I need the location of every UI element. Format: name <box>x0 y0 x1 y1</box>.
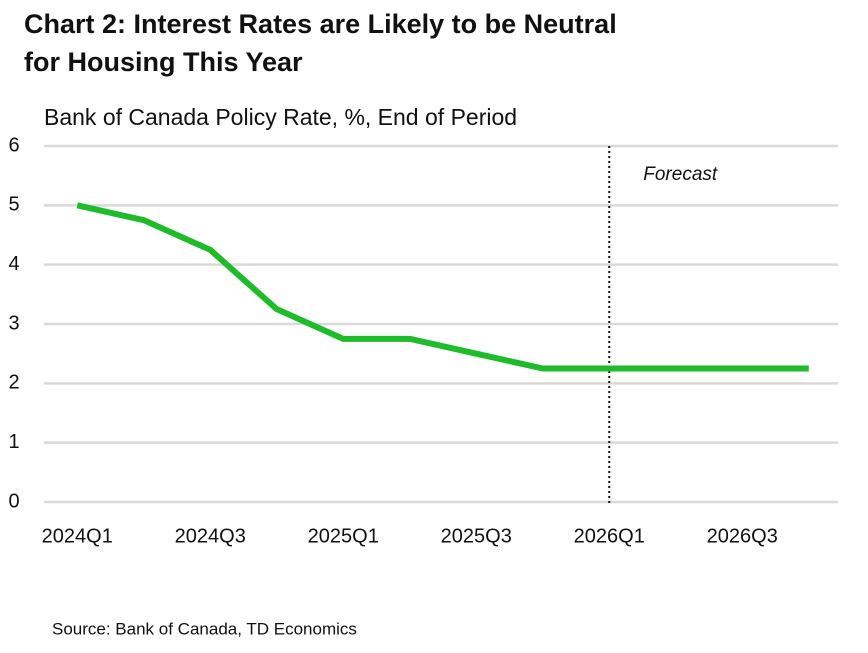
x-tick-label: 2024Q3 <box>175 525 246 547</box>
source-note: Source: Bank of Canada, TD Economics <box>52 619 357 638</box>
chart-title: for Housing This Year <box>24 47 303 77</box>
chart-subtitle: Bank of Canada Policy Rate, %, End of Pe… <box>44 104 517 130</box>
y-tick-label: 5 <box>8 194 19 216</box>
forecast-annotation: Forecast <box>643 164 718 185</box>
x-tick-label: 2025Q1 <box>308 525 379 547</box>
x-tick-label: 2025Q3 <box>441 525 512 547</box>
chart-title: Chart 2: Interest Rates are Likely to be… <box>24 9 617 39</box>
series-line <box>76 202 809 372</box>
y-tick-label: 1 <box>8 431 19 453</box>
y-tick-label: 3 <box>8 312 19 334</box>
y-tick-label: 0 <box>8 490 19 512</box>
x-tick-label: 2026Q1 <box>574 525 645 547</box>
x-tick-label: 2024Q1 <box>42 525 113 547</box>
x-tick-label: 2026Q3 <box>707 525 778 547</box>
y-tick-label: 6 <box>8 134 19 156</box>
y-tick-label: 4 <box>8 253 19 275</box>
y-tick-label: 2 <box>8 372 19 394</box>
